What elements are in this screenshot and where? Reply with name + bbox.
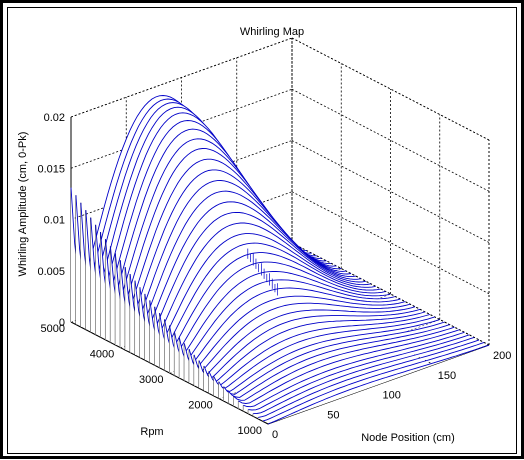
y-tick-label: 2000 <box>188 400 212 412</box>
grid-line <box>291 140 490 243</box>
y-tick-label: 5000 <box>41 323 65 335</box>
chart-title: Whirling Map <box>240 26 304 38</box>
surface-curve <box>149 233 371 347</box>
x-tick-label: 0 <box>272 429 278 441</box>
surface-curve <box>218 319 440 392</box>
x-tick-label: 200 <box>493 350 511 362</box>
z-tick-label: 0.005 <box>37 266 65 278</box>
surface-curve <box>198 308 421 380</box>
surface-curve <box>262 341 485 422</box>
surface-curve <box>183 295 406 371</box>
surface-curve <box>213 316 435 389</box>
grid-line <box>70 321 269 425</box>
y-tick-label: 4000 <box>90 349 114 361</box>
z-tick-label: 0 <box>59 317 65 329</box>
surface-curve <box>164 261 386 357</box>
surface-curve <box>223 321 445 395</box>
z-tick-label: 0.02 <box>44 112 65 124</box>
surface-curve <box>188 302 411 374</box>
grid-line <box>291 191 490 295</box>
surface-curve <box>139 211 361 339</box>
z-tick-label: 0.015 <box>37 163 65 175</box>
surface-curve <box>258 339 480 418</box>
grid-line <box>291 242 490 346</box>
tick-labels: 0501001502001000200030004000500000.0050.… <box>37 112 511 441</box>
surface-curve <box>169 271 391 361</box>
surface-curve <box>134 201 357 336</box>
surface-curve <box>203 311 426 383</box>
surface-curve <box>267 344 490 425</box>
surface-curve <box>159 252 381 354</box>
y-tick-label: 1000 <box>238 425 262 437</box>
surface-curve <box>233 326 455 401</box>
surface-curve <box>228 324 450 398</box>
grid-line <box>291 37 490 141</box>
surface-curve <box>178 287 401 368</box>
z-axis-label: Whirling Amplitude (cm, 0-Pk) <box>17 132 29 277</box>
x-tick-label: 100 <box>383 390 401 402</box>
surface-fill <box>268 345 489 424</box>
surface-curve <box>173 279 396 364</box>
surface-curve <box>238 329 460 404</box>
y-axis-label: Rpm <box>140 426 163 438</box>
x-tick-label: 50 <box>327 409 339 421</box>
z-tick-label: 0.01 <box>44 215 65 227</box>
surface-curve <box>144 222 366 343</box>
y-tick-label: 3000 <box>139 374 163 386</box>
x-tick-label: 150 <box>438 370 456 382</box>
figure-frame: 0 50 100 150 200 1000 2000 3000 4000 5000 0 0.005 0.… <box>7 7 517 454</box>
x-axis-label: Node Position (cm) <box>361 432 455 444</box>
surface-curve <box>129 190 352 332</box>
surface-curves <box>70 95 490 425</box>
surface-curve <box>253 336 475 415</box>
surface-curve <box>243 331 465 408</box>
whirling-map-chart: 0501001502001000200030004000500000.0050.… <box>17 26 511 444</box>
surface-curve <box>193 306 416 377</box>
surface-curve <box>248 334 470 411</box>
grid-line <box>291 88 490 192</box>
surface-curve <box>208 313 431 386</box>
surface-curve <box>154 242 376 350</box>
grid-line <box>70 37 293 118</box>
